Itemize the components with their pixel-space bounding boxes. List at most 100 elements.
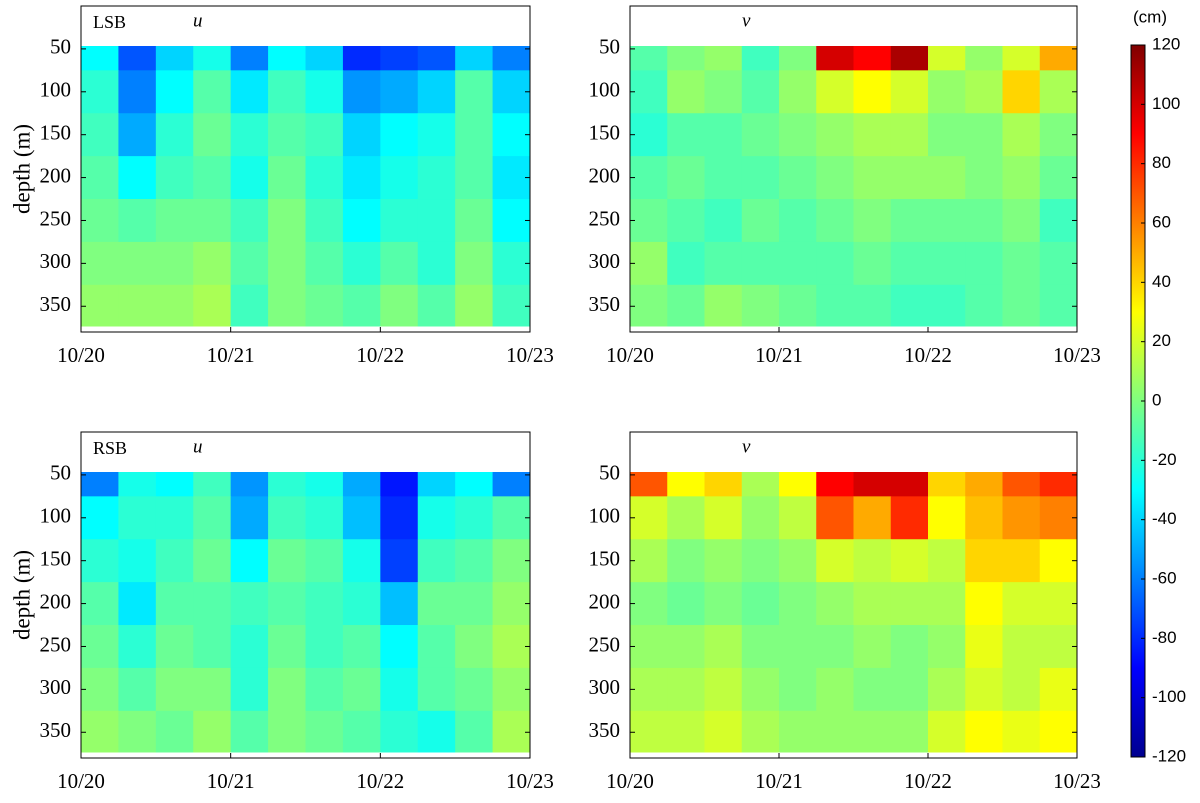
colorbar-tick-label: 40: [1152, 272, 1171, 291]
heat-cell: [492, 46, 531, 71]
heat-cell: [630, 113, 668, 157]
heat-cell: [342, 496, 381, 540]
heat-cell: [1002, 199, 1041, 243]
x-tick-label: 10/23: [1053, 343, 1101, 367]
heat-cell: [342, 113, 381, 157]
heat-cell: [492, 496, 531, 540]
heat-cell: [928, 199, 966, 243]
heat-cell: [928, 582, 966, 626]
heat-cell: [492, 70, 531, 114]
heat-cell: [704, 199, 743, 243]
heat-cell: [155, 710, 194, 753]
heat-cell: [704, 156, 743, 200]
heat-cell: [380, 113, 419, 157]
heat-cell: [268, 46, 306, 71]
heat-cell: [667, 667, 705, 712]
heat-cell: [81, 284, 119, 327]
heat-cell: [268, 710, 306, 753]
heat-cell: [890, 241, 929, 286]
heat-cell: [853, 667, 892, 712]
heat-cell: [630, 582, 668, 626]
heat-cell: [380, 70, 419, 114]
heat-cell: [455, 539, 494, 583]
heat-cell: [455, 710, 494, 753]
heat-cell: [118, 241, 157, 286]
heat-cell: [380, 199, 419, 243]
heatmap: [81, 46, 531, 327]
heat-cell: [928, 667, 966, 712]
heat-cell: [965, 113, 1003, 157]
heat-cell: [1039, 710, 1078, 753]
heat-cell: [455, 284, 494, 327]
heat-cell: [118, 625, 157, 669]
x-tick-label: 10/20: [606, 769, 654, 793]
heat-cell: [342, 625, 381, 669]
heat-cell: [816, 199, 854, 243]
heat-cell: [305, 710, 344, 753]
y-tick-label: 350: [589, 292, 621, 316]
heat-cell: [81, 667, 119, 712]
heat-cell: [380, 710, 419, 753]
heat-cell: [667, 496, 705, 540]
heat-cell: [417, 156, 456, 200]
heat-cell: [193, 582, 232, 626]
heat-cell: [455, 472, 494, 497]
heat-cell: [230, 667, 269, 712]
heat-cell: [1039, 199, 1078, 243]
heat-cell: [630, 284, 668, 327]
heat-cell: [118, 199, 157, 243]
heat-cell: [1002, 539, 1041, 583]
heat-cell: [305, 199, 344, 243]
heat-cell: [853, 496, 892, 540]
heat-cell: [630, 667, 668, 712]
heat-cell: [741, 284, 780, 327]
heat-cell: [417, 582, 456, 626]
heat-cell: [268, 625, 306, 669]
heat-cell: [704, 472, 743, 497]
heat-cell: [417, 113, 456, 157]
heat-cell: [890, 667, 929, 712]
heat-cell: [380, 625, 419, 669]
heat-cell: [380, 496, 419, 540]
heat-cell: [81, 70, 119, 114]
heat-cell: [268, 667, 306, 712]
heat-cell: [230, 70, 269, 114]
y-tick-label: 350: [40, 292, 72, 316]
colorbar-tick-label: -80: [1152, 628, 1177, 647]
heat-cell: [1039, 156, 1078, 200]
heat-cell: [118, 46, 157, 71]
heat-cell: [741, 70, 780, 114]
heat-cell: [1039, 625, 1078, 669]
heat-cell: [305, 667, 344, 712]
colorbar-tick-label: 120: [1152, 34, 1180, 53]
heat-cell: [741, 113, 780, 157]
x-tick-label: 10/22: [904, 769, 952, 793]
heat-cell: [492, 156, 531, 200]
heat-cell: [230, 625, 269, 669]
plot-frame: [629, 5, 1078, 333]
heat-cell: [193, 284, 232, 327]
heat-cell: [667, 582, 705, 626]
heat-cell: [455, 625, 494, 669]
heat-cell: [81, 710, 119, 753]
heat-cell: [853, 113, 892, 157]
variable-label: u: [193, 436, 203, 457]
plot-frame: [80, 5, 531, 333]
heat-cell: [853, 710, 892, 753]
heatmap: [630, 472, 1078, 753]
heat-cell: [890, 582, 929, 626]
heat-cell: [342, 70, 381, 114]
heat-cell: [155, 156, 194, 200]
colorbar-tick-label: 100: [1152, 94, 1180, 113]
heat-cell: [1002, 113, 1041, 157]
heat-cell: [268, 284, 306, 327]
heat-cell: [630, 241, 668, 286]
heat-cell: [118, 284, 157, 327]
heat-cell: [492, 284, 531, 327]
heat-cell: [305, 284, 344, 327]
heat-cell: [193, 667, 232, 712]
heat-cell: [779, 496, 817, 540]
heat-cell: [305, 156, 344, 200]
heat-cell: [704, 46, 743, 71]
y-tick-label: 150: [40, 546, 72, 570]
